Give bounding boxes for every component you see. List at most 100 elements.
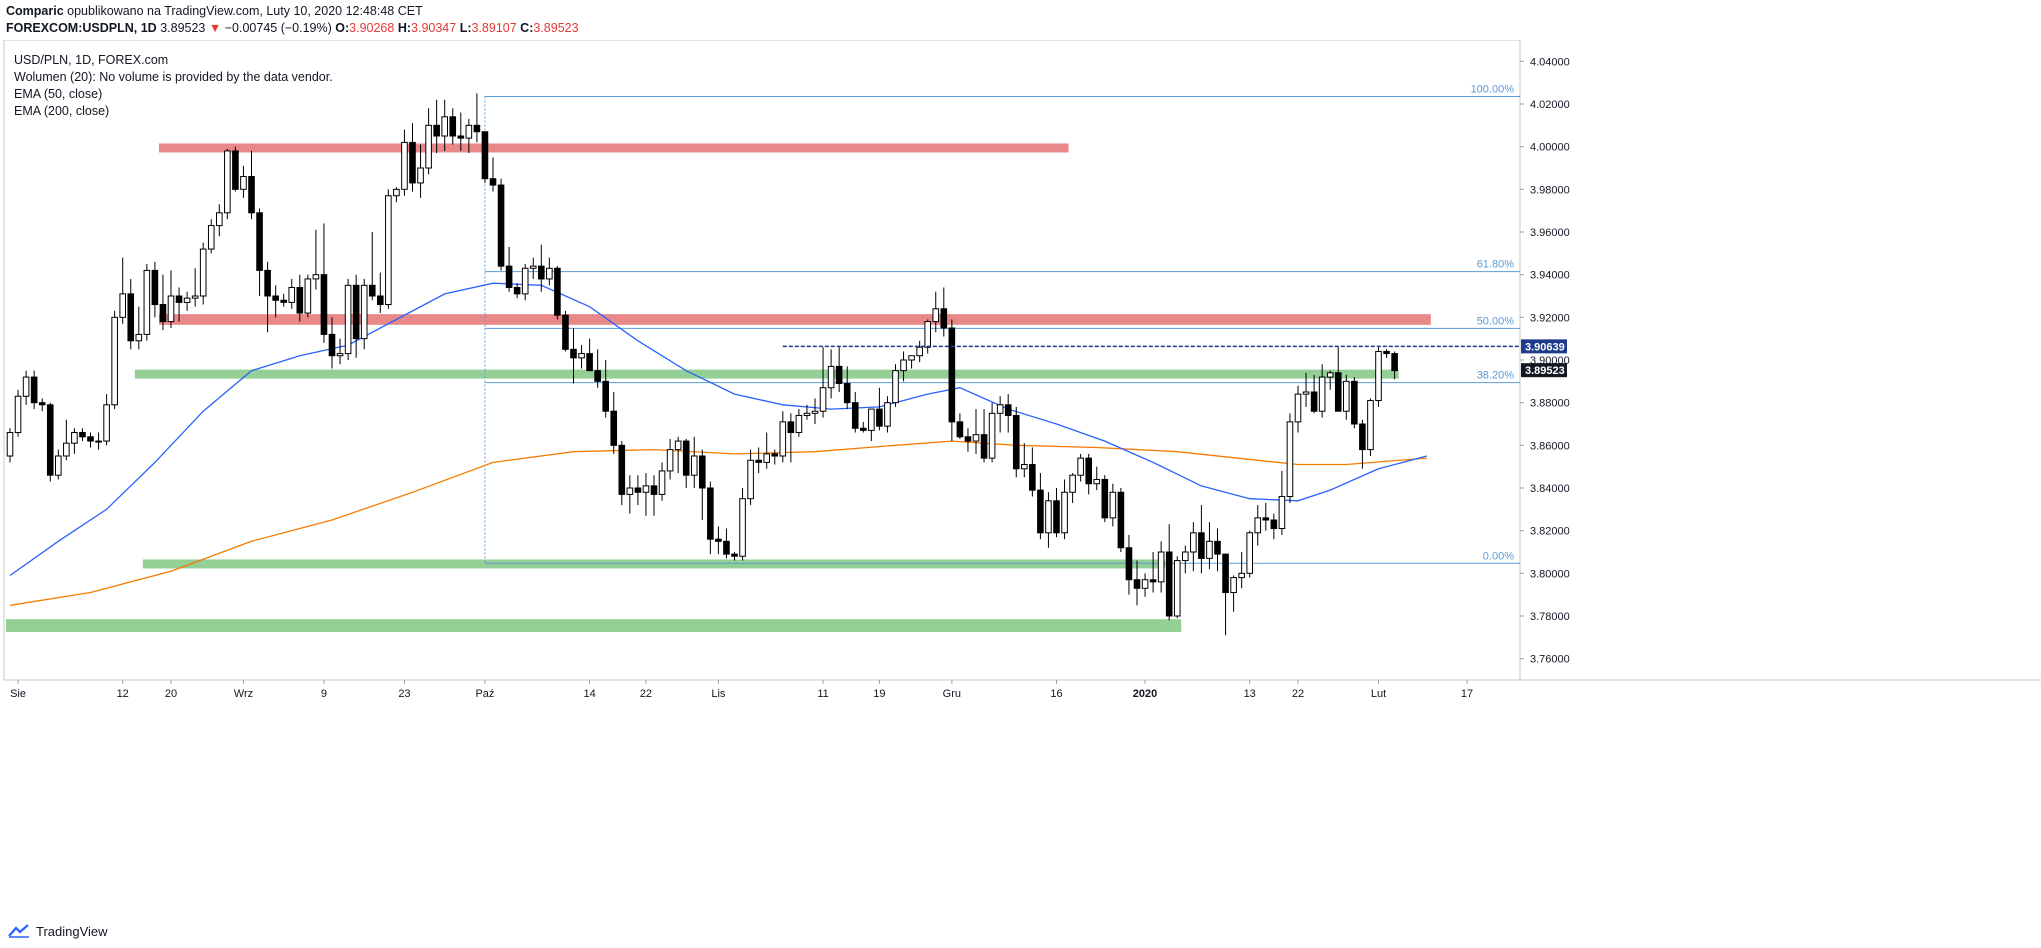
ema50-line [9,282,1427,577]
candle-up [119,293,127,318]
fib-level-label: 50.00% [1477,315,1515,327]
candle-down [377,295,384,306]
candle-up [908,355,915,361]
support-zone-4 [6,619,1182,632]
candle-down [682,440,690,476]
candle-down [964,436,972,442]
current-level-badge: 3.90639 [1525,341,1565,353]
candle-up [1077,457,1084,476]
candle-down [860,427,867,431]
time-tick-label: Sie [10,688,26,700]
legend-symbol: USD/PLN, 1D, FOREX.com [14,53,169,67]
candle-up [658,470,666,495]
candle-up [240,176,247,190]
published-text: opublikowano na TradingView.com, Luty 10… [67,4,423,18]
price-tick-label: 3.96000 [1530,227,1570,239]
candle-up [578,353,585,359]
time-tick-label: 9 [321,688,327,700]
candle-up [916,346,923,357]
candle-up [14,395,22,434]
candle-down [835,365,843,384]
candle-up [425,124,432,169]
candle-up [304,278,312,314]
candle-up [1021,464,1028,470]
candle-up [521,267,529,295]
price-tick-label: 3.86000 [1530,440,1570,452]
low-value: 3.89107 [471,21,517,35]
close-label: C: [520,21,534,35]
candle-down [940,308,948,329]
chart-area[interactable]: 100.00% 61.80% 50.00% 38.20% 0.00% 3.76000 3.… [0,40,2041,940]
candle-down [38,402,46,406]
candle-down [1359,423,1366,451]
candle-down [513,286,521,295]
candle-down [368,284,376,297]
candle-down [1310,391,1318,412]
time-tick-label: 14 [583,688,595,700]
open-value: 3.90268 [349,21,395,35]
candle-down [409,141,416,184]
time-tick-label: 22 [1292,688,1304,700]
high-value: 3.90347 [411,21,457,35]
candle-up [344,284,352,355]
last-price-badge: 3.89523 [1525,365,1565,377]
candle-up [336,353,344,357]
candle-up [95,440,102,443]
candle-up [988,412,996,459]
candle-up [6,432,14,457]
candle-up [55,455,62,476]
candle-up [1173,560,1181,617]
candle-up [1109,491,1117,519]
candle-up [183,297,191,303]
candle-up [1069,474,1076,493]
candle-down [1037,489,1044,534]
price-tick-label: 3.92000 [1530,312,1570,324]
time-tick-label: Lis [711,688,726,700]
candle-up [827,365,835,389]
candle-up [892,370,899,404]
candle-down [602,380,610,412]
candle-down [634,487,642,493]
candle-down [1029,464,1036,491]
price-chart[interactable]: 100.00% 61.80% 50.00% 38.20% 0.00% 3.76000 3.… [0,40,2041,940]
candle-down [328,333,336,357]
candle-down [1262,517,1270,521]
candle-down [248,176,255,214]
time-tick-label: Lut [1371,688,1386,700]
candle-down [1351,380,1358,425]
resistance-zone-0 [158,143,1069,153]
time-tick-label: 23 [398,688,410,700]
candle-down [787,421,795,434]
candle-up [1286,421,1294,498]
candle-down [352,284,360,340]
price-tick-label: 3.94000 [1530,270,1570,282]
candle-up [868,408,875,431]
candle-down [1198,532,1205,559]
candle-down [457,135,465,139]
candle-up [216,212,223,227]
candle-up [546,267,553,280]
time-tick-label: 12 [117,688,129,700]
candle-up [1206,540,1213,559]
candle-down [1125,547,1133,581]
candle-up [529,265,537,269]
last-price-badge-bg [1521,363,1567,378]
candle-down [79,432,86,438]
candle-down [650,485,658,495]
candle-up [63,442,70,457]
candle-down [771,453,779,457]
candle-down [159,304,167,323]
ema200-line [9,440,1427,606]
candle-down [1149,579,1157,583]
candle-down [843,382,851,404]
candle-up [393,188,400,197]
candle-down [1004,404,1012,416]
candle-down [731,553,738,557]
candle-up [465,124,473,139]
candle-down [296,286,304,314]
candle-up [103,404,110,442]
candle-up [1375,350,1382,402]
candle-down [1085,457,1093,485]
price-tick-label: 4.00000 [1530,142,1570,154]
candle-up [626,487,634,495]
